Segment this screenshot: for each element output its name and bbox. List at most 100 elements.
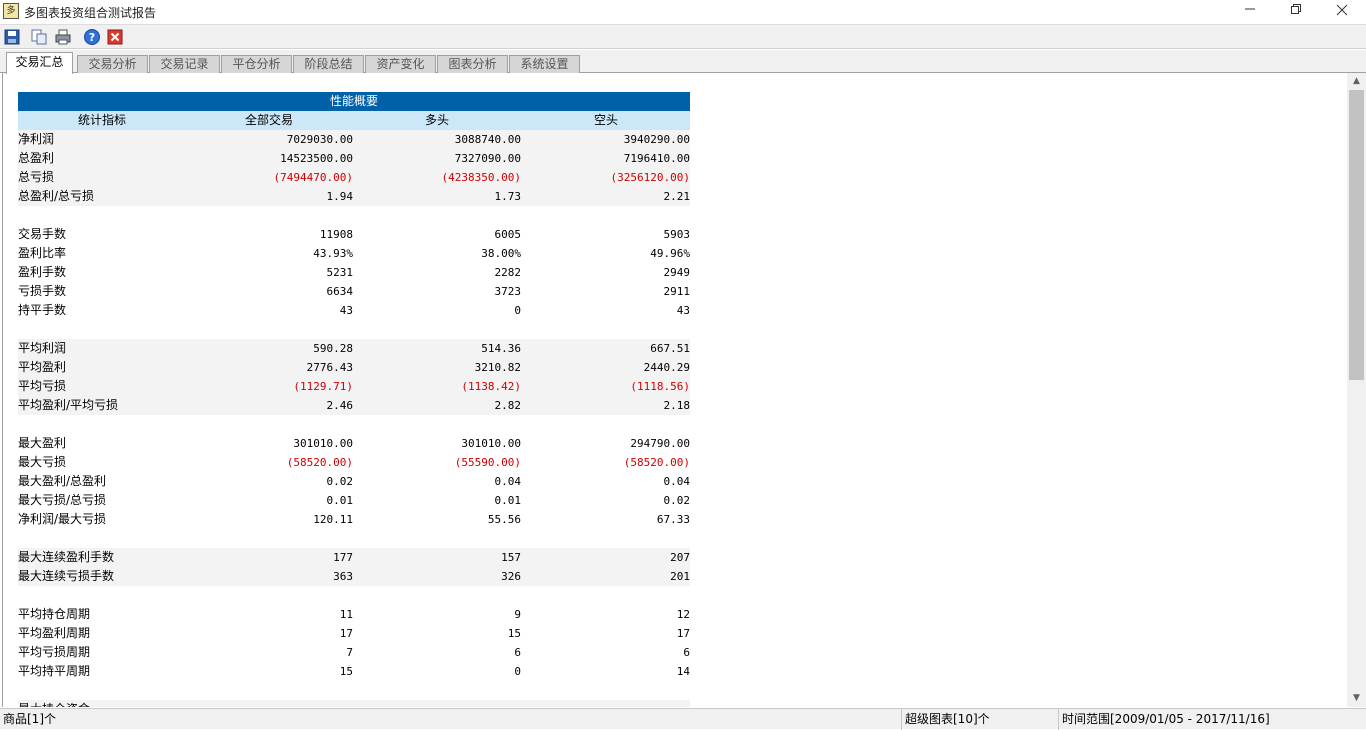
table-row: 平均亏损周期 7 6 6: [18, 643, 690, 662]
status-time-range: 时间范围[2009/01/05 - 2017/11/16]: [1058, 709, 1366, 730]
row-label: 最大亏损/总亏损: [18, 493, 107, 507]
value-short: 2.18: [663, 399, 691, 412]
app-icon: 多: [3, 3, 19, 19]
value-all-trades: 15: [339, 665, 353, 678]
tab-system-settings[interactable]: 系统设置: [509, 55, 580, 73]
table-row: 亏损手数 6634 3723 2911: [18, 282, 690, 301]
value-short: 7196410.00: [623, 152, 690, 165]
row-label: 平均亏损: [18, 379, 67, 393]
tab-trade-analysis[interactable]: 交易分析: [77, 55, 148, 73]
restore-icon: [1291, 4, 1301, 14]
value-long: 514.36: [481, 342, 521, 355]
value-long: 2.82: [494, 399, 522, 412]
scroll-up-arrow-icon[interactable]: ▲: [1353, 76, 1360, 86]
value-all-trades: 120.11: [313, 513, 353, 526]
value-all-trades: 11: [339, 608, 353, 621]
performance-summary-table: 性能概要 统计指标 全部交易 多头 空头 净利润 7029030.00 308874…: [18, 92, 690, 707]
print-icon[interactable]: [54, 28, 72, 46]
table-row: 最大连续盈利手数 177 157 207: [18, 548, 690, 567]
value-long: 1.73: [494, 190, 522, 203]
table-row: 平均盈利 2776.43 3210.82 2440.29: [18, 358, 690, 377]
table-row: 净利润/最大亏损 120.11 55.56 67.33: [18, 510, 690, 529]
value-long: 7327090.00: [454, 152, 521, 165]
status-products: 商品[1]个: [3, 712, 56, 726]
toolbar: ?: [0, 24, 1366, 49]
value-long: 6: [514, 646, 521, 659]
value-short: 2911: [663, 285, 691, 298]
value-short: 3940290.00: [623, 133, 690, 146]
row-label: 净利润: [18, 132, 55, 146]
save-icon[interactable]: [3, 28, 21, 46]
tab-chart-analysis[interactable]: 图表分析: [437, 55, 508, 73]
table-row: 最大连续亏损手数 363 326 201: [18, 567, 690, 586]
value-long: 0: [514, 304, 521, 317]
table-row: 最大盈利/总盈利 0.02 0.04 0.04: [18, 472, 690, 491]
value-long: 0.01: [494, 494, 522, 507]
table-row: 总亏损 (7494470.00) (4238350.00) (3256120.00): [18, 168, 690, 187]
value-long: 0.04: [494, 475, 522, 488]
column-header-long: 多头: [425, 113, 450, 127]
value-all-trades: 43.93%: [313, 247, 353, 260]
value-long: 55.56: [487, 513, 521, 526]
tab-close-analysis[interactable]: 平仓分析: [221, 55, 292, 73]
row-label: 总盈利/总亏损: [18, 189, 95, 203]
row-label: 平均盈利/平均亏损: [18, 398, 119, 412]
value-all-trades: 7029030.00: [286, 133, 353, 146]
tab-asset-change[interactable]: 资产变化: [365, 55, 436, 73]
column-header-metric: 统计指标: [78, 113, 127, 127]
row-label: 最大连续盈利手数: [18, 550, 115, 564]
table-row: 平均利润 590.28 514.36 667.51: [18, 339, 690, 358]
svg-text:?: ?: [89, 31, 95, 44]
table-spacer-row: [18, 681, 690, 700]
table-spacer-row: [18, 586, 690, 605]
value-all-trades: 5231: [326, 266, 354, 279]
value-all-trades: 2.46: [326, 399, 354, 412]
table-row: 平均持平周期 15 0 14: [18, 662, 690, 681]
restore-button[interactable]: [1273, 0, 1319, 23]
value-long: 6005: [494, 228, 522, 241]
row-label: 总盈利: [18, 151, 55, 165]
value-all-trades: 14523500.00: [280, 152, 353, 165]
row-label: 最大连续亏损手数: [18, 569, 115, 583]
value-short: 0.02: [663, 494, 691, 507]
value-short: (1118.56): [630, 380, 690, 393]
window-title: 多图表投资组合测试报告: [24, 6, 157, 20]
scroll-down-arrow-icon[interactable]: ▼: [1353, 693, 1360, 703]
value-all-trades: 177: [333, 551, 353, 564]
table-row: 最大亏损 (58520.00) (55590.00) (58520.00): [18, 453, 690, 472]
tab-stage-summary[interactable]: 阶段总结: [293, 55, 364, 73]
value-short: 2.21: [663, 190, 691, 203]
scrollbar-thumb[interactable]: [1349, 90, 1364, 380]
vertical-scrollbar[interactable]: ▲ ▼: [1347, 73, 1366, 707]
table-row: 总盈利/总亏损 1.94 1.73 2.21: [18, 187, 690, 206]
row-label: 净利润/最大亏损: [18, 512, 107, 526]
row-label: 最大持仓资金: [18, 700, 90, 707]
value-all-trades: 590.28: [313, 342, 353, 355]
copy-icon[interactable]: [30, 28, 48, 46]
tab-trade-summary[interactable]: 交易汇总: [6, 52, 73, 74]
row-label: 平均利润: [18, 341, 67, 355]
value-short: (58520.00): [623, 456, 690, 469]
exit-icon[interactable]: [106, 28, 124, 46]
tab-trade-records[interactable]: 交易记录: [149, 55, 220, 73]
table-row: 交易手数 11908 6005 5903: [18, 225, 690, 244]
help-icon[interactable]: ?: [83, 28, 101, 46]
table-row: 平均盈利周期 17 15 17: [18, 624, 690, 643]
value-long: 38.00%: [481, 247, 521, 260]
column-header-short: 空头: [594, 113, 619, 127]
value-all-trades: 0.01: [326, 494, 354, 507]
value-all-trades: 0.02: [326, 475, 354, 488]
value-long: (55590.00): [454, 456, 521, 469]
minimize-button[interactable]: [1227, 0, 1273, 23]
table-row: 盈利比率 43.93% 38.00% 49.96%: [18, 244, 690, 263]
close-button[interactable]: [1319, 0, 1365, 23]
value-all-trades: 301010.00: [293, 437, 353, 450]
row-label: 盈利手数: [18, 265, 67, 279]
table-row: 最大盈利 301010.00 301010.00 294790.00: [18, 434, 690, 453]
value-all-trades: 363: [333, 570, 353, 583]
table-row: 平均持仓周期 11 9 12: [18, 605, 690, 624]
table-row: 最大持仓资金: [18, 700, 690, 707]
value-short: 207: [670, 551, 690, 564]
column-header-row: 统计指标 全部交易 多头 空头: [18, 111, 690, 130]
tab-strip: 交易汇总 交易分析 交易记录 平仓分析 阶段总结 资产变化 图表分析 系统设置: [0, 50, 1366, 74]
